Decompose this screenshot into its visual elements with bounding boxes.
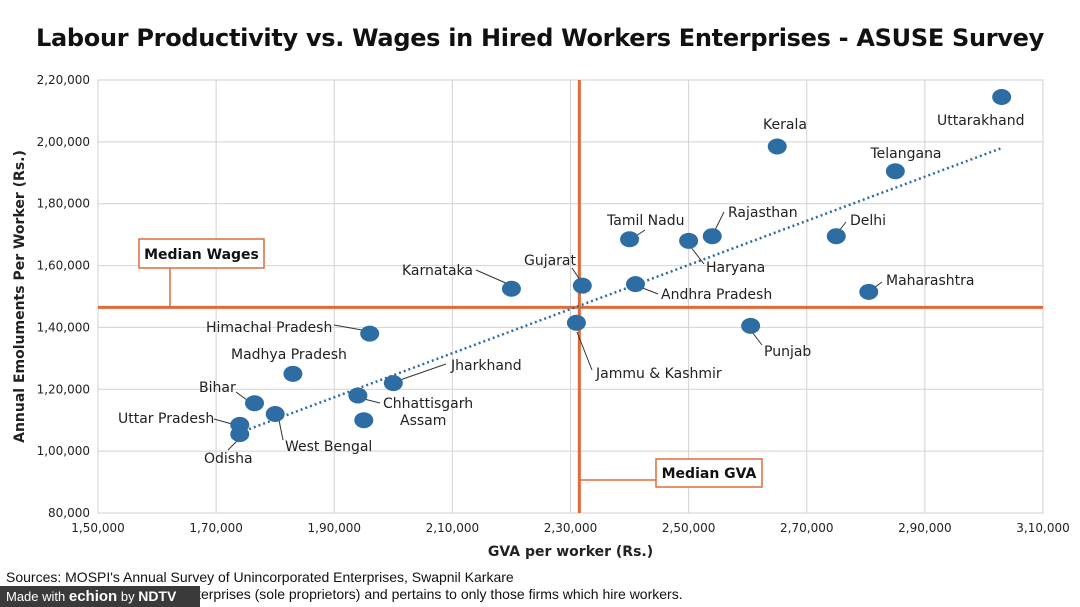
y-tick-label: 80,000 <box>48 506 90 520</box>
x-tick-label: 2,10,000 <box>426 521 479 535</box>
badge-by: by <box>120 589 135 604</box>
note-text: yned Account Enterprises (sole proprieto… <box>92 586 683 602</box>
y-tick-label: 1,40,000 <box>37 320 90 334</box>
point-label: Assam <box>400 413 446 429</box>
x-tick-label: 1,50,000 <box>71 521 124 535</box>
echion-logo: echion <box>68 588 118 605</box>
trend-line <box>239 146 1003 434</box>
source-text: Sources: MOSPI's Annual Survey of Uninco… <box>6 569 514 585</box>
data-point <box>992 89 1012 106</box>
data-point <box>245 395 265 412</box>
grid-lines <box>97 79 1044 514</box>
point-label: Andhra Pradesh <box>661 287 772 303</box>
data-point <box>354 412 374 429</box>
x-tick-label: 1,70,000 <box>189 521 242 535</box>
data-point <box>741 317 761 334</box>
leader-line <box>333 324 363 331</box>
x-tick-label: 2,90,000 <box>898 521 951 535</box>
x-axis-label: GVA per worker (Rs.) <box>488 544 653 560</box>
point-label: Uttarakhand <box>937 113 1024 129</box>
y-tick-label: 1,20,000 <box>37 382 90 396</box>
data-point <box>566 314 586 331</box>
point-label: Odisha <box>204 451 253 467</box>
point-label: Punjab <box>764 344 811 360</box>
point-label: Karnataka <box>402 263 473 279</box>
made-with-badge: Made with echion by NDTV <box>0 586 200 607</box>
data-point <box>885 163 905 180</box>
badge-prefix: Made with <box>6 589 66 604</box>
median-gva-box <box>655 458 763 488</box>
leader-line <box>227 439 239 451</box>
data-point <box>348 387 368 404</box>
data-point <box>679 232 699 249</box>
median-gva-label: Median GVA <box>662 466 757 482</box>
data-point <box>620 231 640 248</box>
point-label: Telangana <box>869 146 941 162</box>
point-label: Uttar Pradesh <box>118 411 214 427</box>
y-tick-label: 2,20,000 <box>37 73 90 87</box>
chart-title: Labour Productivity vs. Wages in Hired W… <box>36 24 1044 52</box>
data-point <box>572 277 592 294</box>
data-point <box>859 283 879 300</box>
point-label: West Bengal <box>285 439 372 455</box>
leader-line <box>689 245 705 265</box>
point-label: Chhattisgarh <box>383 396 473 412</box>
data-point <box>265 406 285 423</box>
data-point <box>383 375 403 392</box>
point-label: Delhi <box>850 213 886 229</box>
y-tick-label: 1,00,000 <box>37 444 90 458</box>
y-tick-label: 2,00,000 <box>37 135 90 149</box>
data-point <box>230 426 250 443</box>
data-point <box>501 280 521 297</box>
x-tick-label: 2,70,000 <box>780 521 833 535</box>
point-label: Kerala <box>763 117 807 133</box>
median-wages-label: Median Wages <box>144 247 259 263</box>
point-label: Rajasthan <box>728 205 798 221</box>
y-axis-label: Annual Emoluments Per Worker (Rs.) <box>12 150 28 443</box>
leader-line <box>213 418 233 425</box>
y-tick-label: 1,80,000 <box>37 197 90 211</box>
data-point <box>826 228 846 245</box>
data-point <box>360 325 380 342</box>
x-tick-label: 2,30,000 <box>544 521 597 535</box>
point-label: Maharashtra <box>886 273 974 289</box>
data-point <box>702 228 722 245</box>
ndtv-logo: NDTV <box>138 588 177 604</box>
data-point <box>767 138 787 155</box>
leader-line <box>751 331 763 346</box>
point-label: Haryana <box>706 260 765 276</box>
y-tick-label: 1,60,000 <box>37 259 90 273</box>
leader-line <box>571 267 581 281</box>
leader-line <box>235 391 248 401</box>
leader-line <box>278 419 284 441</box>
x-tick-label: 2,50,000 <box>662 521 715 535</box>
leader-line <box>399 363 447 381</box>
leader-line <box>475 269 509 285</box>
point-label: Tamil Nadu <box>606 213 685 229</box>
median-wages-box <box>138 238 265 269</box>
x-tick-label: 1,90,000 <box>308 521 361 535</box>
x-tick-label: 3,10,000 <box>1016 521 1069 535</box>
point-label: Gujarat <box>524 253 577 269</box>
point-label: Jammu & Kashmir <box>595 366 722 382</box>
point-label: Himachal Pradesh <box>206 320 332 336</box>
data-point <box>283 365 303 382</box>
data-point <box>625 276 645 293</box>
leader-line <box>576 331 593 371</box>
point-label: Jharkhand <box>450 358 522 374</box>
leader-line <box>713 211 725 233</box>
point-label: Bihar <box>199 380 236 396</box>
point-label: Madhya Pradesh <box>231 347 347 363</box>
